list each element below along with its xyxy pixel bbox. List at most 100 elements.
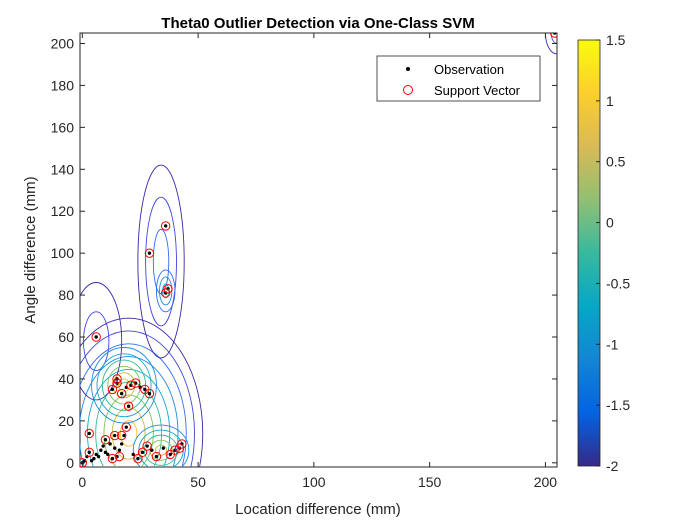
contour-line <box>80 330 195 467</box>
observation-point <box>94 335 98 339</box>
support-vector-point <box>80 458 88 467</box>
observation-point <box>110 387 115 392</box>
observation-point <box>103 450 108 455</box>
colorbar-tick-label: -0.5 <box>606 275 630 291</box>
observation-point <box>99 448 103 452</box>
y-axis-label: Angle difference (mm) <box>22 176 39 323</box>
plot-area <box>79 32 558 468</box>
support-vector-point <box>549 33 557 38</box>
colorbar-tick-label: 0 <box>606 215 614 231</box>
legend-support-vector-label: Support Vector <box>434 83 521 98</box>
observation-point <box>108 442 112 446</box>
observation-point <box>103 438 108 442</box>
support-vector-point <box>84 428 94 439</box>
observation-point <box>92 456 96 461</box>
y-tick-label: 0 <box>66 455 74 471</box>
support-vector-point <box>107 384 118 395</box>
support-vector-point <box>121 422 132 432</box>
x-tick-label: 0 <box>78 474 86 490</box>
contour-line <box>87 368 171 467</box>
support-vector-point <box>126 380 136 390</box>
contour-line <box>80 343 187 467</box>
y-tick-label: 40 <box>58 371 74 387</box>
colorbar-tick-label: -1 <box>606 336 619 352</box>
observation-point <box>136 456 140 461</box>
support-vector-point <box>130 378 141 388</box>
y-tick-label: 20 <box>58 413 74 429</box>
contour-line <box>145 196 177 327</box>
support-vector-point <box>170 445 180 455</box>
contour-line <box>83 311 110 372</box>
observation-point <box>124 425 129 429</box>
support-vector-point <box>116 388 127 399</box>
observation-point <box>87 450 91 455</box>
observation-point <box>147 391 152 396</box>
x-axis-label: Location difference (mm) <box>235 501 401 518</box>
support-vector-point <box>133 453 143 464</box>
observation-point <box>113 446 117 450</box>
observation-point <box>143 387 147 392</box>
observation-point <box>147 251 152 255</box>
y-tick-label: 60 <box>58 329 74 345</box>
x-tick-label: 150 <box>418 474 442 490</box>
observation-point <box>96 454 101 459</box>
observation-point <box>106 452 110 457</box>
support-vector-point <box>177 439 187 449</box>
observation-point <box>117 448 122 452</box>
contour-line <box>155 269 176 313</box>
x-axis: 0 50 100 150 200 <box>78 33 557 490</box>
support-vector-point <box>163 284 173 294</box>
support-vector-point <box>91 332 101 342</box>
support-vector-point <box>107 453 118 464</box>
observation-point <box>94 452 98 457</box>
observation-point <box>552 33 557 35</box>
contour-line <box>155 444 168 456</box>
legend-support-vector-marker <box>403 85 413 95</box>
x-tick-label: 100 <box>302 474 326 490</box>
observation-point <box>101 444 105 448</box>
support-vector-point <box>123 401 134 411</box>
legend: Observation Support Vector <box>376 55 541 102</box>
support-vector-point <box>144 388 155 399</box>
contour-line <box>96 353 152 418</box>
support-vector-point <box>110 430 120 441</box>
support-vector-point <box>112 378 122 388</box>
observation-point <box>145 444 149 448</box>
contour-line <box>91 347 157 424</box>
colorbar: 1.5 1 0.5 0 -0.5 -1 -1.5 -2 <box>577 32 630 474</box>
support-vector-point <box>114 451 125 462</box>
y-axis: 0 20 40 60 80 100 120 140 160 180 200 <box>51 35 557 471</box>
support-vector-point <box>151 451 162 462</box>
colorbar-ticks: 1.5 1 0.5 0 -0.5 -1 -1.5 -2 <box>596 32 630 474</box>
support-vector-point <box>142 441 152 451</box>
legend-observation-label: Observation <box>434 62 504 77</box>
y-tick-label: 120 <box>51 203 75 219</box>
contour-line <box>103 394 154 467</box>
support-vector-point <box>144 248 155 258</box>
contour-line <box>107 365 141 405</box>
observation-point <box>122 433 126 438</box>
observation-point <box>119 391 124 396</box>
contour-line <box>80 282 123 401</box>
contour-line <box>162 283 170 299</box>
y-tick-label: 100 <box>51 245 75 261</box>
chart-title: Theta0 Outlier Detection via One-Class S… <box>161 15 474 32</box>
contour-line <box>137 164 185 359</box>
legend-box <box>376 55 541 102</box>
colorbar-tick-label: 1.5 <box>606 32 626 48</box>
observation-point <box>163 224 168 228</box>
colorbar-tick-label: -2 <box>606 458 619 474</box>
observation-point <box>150 448 154 452</box>
legend-observation-marker <box>406 67 410 71</box>
observation-point <box>119 442 124 446</box>
support-vector-point <box>160 221 171 231</box>
observation-point <box>131 452 135 457</box>
y-tick-label: 180 <box>51 77 75 93</box>
contour-line <box>143 434 179 466</box>
colorbar-gradient <box>577 39 601 467</box>
contour-line <box>80 317 204 467</box>
observation-point <box>154 454 159 459</box>
y-tick-label: 80 <box>58 287 74 303</box>
observation-point <box>113 433 117 438</box>
